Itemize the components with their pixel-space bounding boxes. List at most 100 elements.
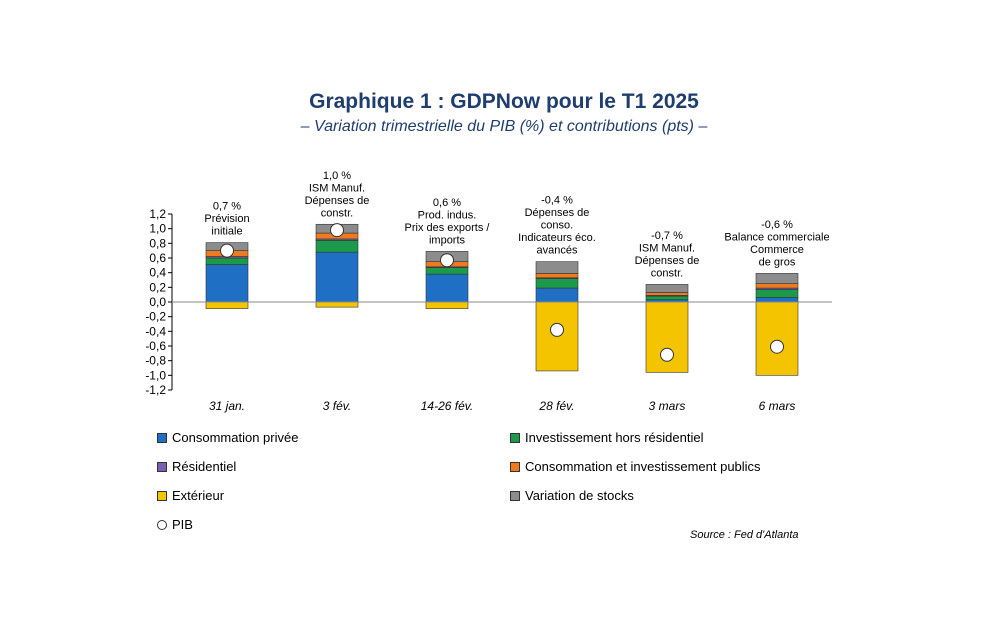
y-tick-label: 0,0 xyxy=(149,295,166,309)
bar-segment xyxy=(205,264,249,303)
gdpnow-chart: 1,21,00,80,60,40,20,0-0,2-0,4-0,6-0,8-1,… xyxy=(145,170,832,413)
bar-segment xyxy=(425,301,469,309)
y-tick-label: 0,6 xyxy=(149,251,166,265)
bar-annotation-line: ISM Manuf. xyxy=(639,242,695,254)
x-category-label: 3 fév. xyxy=(323,399,351,413)
bar-segment xyxy=(755,289,799,298)
legend-label: Variation de stocks xyxy=(525,488,634,503)
y-tick-label: 1,2 xyxy=(149,207,166,221)
bar-annotation-line: Balance commerciale xyxy=(724,231,829,243)
legend-label: Consommation privée xyxy=(172,430,299,445)
bar-annotation-value: 0,7 % xyxy=(213,201,241,213)
stacked-bars xyxy=(205,223,799,376)
bar-segment xyxy=(315,251,359,303)
pib-marker xyxy=(330,223,344,238)
legend-item: Résidentiel xyxy=(157,459,236,474)
legend-item: Investissement hors résidentiel xyxy=(510,430,703,445)
bar-segment xyxy=(205,257,249,265)
y-tick-label: -0,2 xyxy=(145,310,166,324)
bar-annotation-line: avancés xyxy=(537,245,578,257)
bar-annotation-line: initiale xyxy=(211,226,242,238)
legend: Consommation privée Investissement hors r… xyxy=(150,430,850,550)
bar-segment xyxy=(425,273,469,303)
bar-segment xyxy=(755,273,799,284)
bar-segment xyxy=(425,267,469,275)
legend-item: Consommation et investissement publics xyxy=(510,459,761,474)
x-category-label: 28 fév. xyxy=(538,399,574,413)
bar-segment xyxy=(315,240,359,253)
pib-marker xyxy=(660,347,674,362)
x-axis-labels: 31 jan. 3 fév. 14-26 fév. 28 fév. 3 mars 6 ma… xyxy=(209,399,795,413)
pib-markers xyxy=(220,223,784,362)
bar-annotation-line: Prévision xyxy=(204,213,249,225)
pib-marker xyxy=(770,339,784,354)
bar-segment xyxy=(535,278,579,289)
legend-item: Variation de stocks xyxy=(510,488,634,503)
y-tick-label: -0,6 xyxy=(145,339,166,353)
bar-segment xyxy=(755,297,799,303)
pib-marker xyxy=(440,253,454,268)
bar-segment xyxy=(535,287,579,303)
pib-marker xyxy=(220,243,234,258)
bar-segment xyxy=(535,261,579,274)
y-tick-label: -0,4 xyxy=(145,324,166,338)
bar-annotation-line: Prod. indus. xyxy=(418,209,477,221)
bar-annotation-line: constr. xyxy=(651,267,683,279)
y-tick-label: 0,4 xyxy=(149,266,166,280)
bar-annotation-value: -0,4 % xyxy=(541,195,573,207)
legend-swatch-circle xyxy=(157,519,167,530)
bar-segment xyxy=(645,301,689,373)
chart-title: Graphique 1 : GDPNow pour le T1 2025 xyxy=(309,90,699,113)
y-tick-label: 1,0 xyxy=(149,222,166,236)
y-tick-label: -1,2 xyxy=(145,383,166,397)
bar-annotation-value: 0,6 % xyxy=(433,197,461,209)
legend-label: Résidentiel xyxy=(172,459,237,474)
bar-segment xyxy=(535,273,579,279)
bar-annotation-line: constr. xyxy=(321,207,353,219)
bar-annotation-line: Prix des exports / xyxy=(405,222,491,234)
bar-annotation-line: conso. xyxy=(541,220,573,232)
legend-label: Extérieur xyxy=(172,488,225,503)
y-tick-label: 0,2 xyxy=(149,280,166,294)
pib-marker xyxy=(550,322,564,337)
legend-item-pib: PIB xyxy=(157,517,193,532)
legend-item: Consommation privée xyxy=(157,430,298,445)
bar-annotation-line: Dépenses de xyxy=(305,195,370,207)
y-tick-label: -1,0 xyxy=(145,368,166,382)
bar-segment xyxy=(645,295,689,301)
source-note: Source : Fed d'Atlanta xyxy=(690,529,799,541)
bar-annotation-value: -0,6 % xyxy=(761,219,793,231)
bar-annotation-line: imports xyxy=(429,234,466,246)
x-category-label: 31 jan. xyxy=(209,399,245,413)
chart-subtitle: – Variation trimestrielle du PIB (%) et … xyxy=(300,118,708,135)
bar-annotation-line: de gros xyxy=(759,256,796,268)
bar-segment xyxy=(755,283,799,289)
x-category-label: 3 mars xyxy=(649,399,686,413)
legend-swatch xyxy=(510,461,520,472)
legend-swatch xyxy=(157,432,167,443)
bar-segment xyxy=(205,301,249,309)
legend-label: Investissement hors résidentiel xyxy=(525,430,704,445)
legend-swatch xyxy=(510,432,520,443)
x-category-label: 14-26 fév. xyxy=(421,399,473,413)
bar-segment xyxy=(315,301,359,308)
legend-swatch xyxy=(157,461,167,472)
x-category-label: 6 mars xyxy=(759,399,796,413)
legend-swatch xyxy=(510,490,520,501)
bar-annotation-line: Indicateurs éco. xyxy=(518,232,596,244)
bar-annotation-line: ISM Manuf. xyxy=(309,182,365,194)
bar-annotation-value: 1,0 % xyxy=(323,170,351,182)
y-tick-label: -0,8 xyxy=(145,354,166,368)
legend-label: PIB xyxy=(172,517,193,532)
bar-annotation-line: Dépenses de xyxy=(635,255,700,267)
bar-annotation-value: -0,7 % xyxy=(651,230,683,242)
bar-segment xyxy=(645,292,689,296)
bar-annotation-line: Commerce xyxy=(750,244,804,256)
legend-item: Extérieur xyxy=(157,488,224,503)
y-axis: 1,21,00,80,60,40,20,0-0,2-0,4-0,6-0,8-1,… xyxy=(145,207,173,397)
legend-swatch xyxy=(157,490,167,501)
bar-segment xyxy=(645,284,689,293)
legend-label: Consommation et investissement publics xyxy=(525,459,761,474)
bar-annotation-line: Dépenses de xyxy=(525,207,590,219)
